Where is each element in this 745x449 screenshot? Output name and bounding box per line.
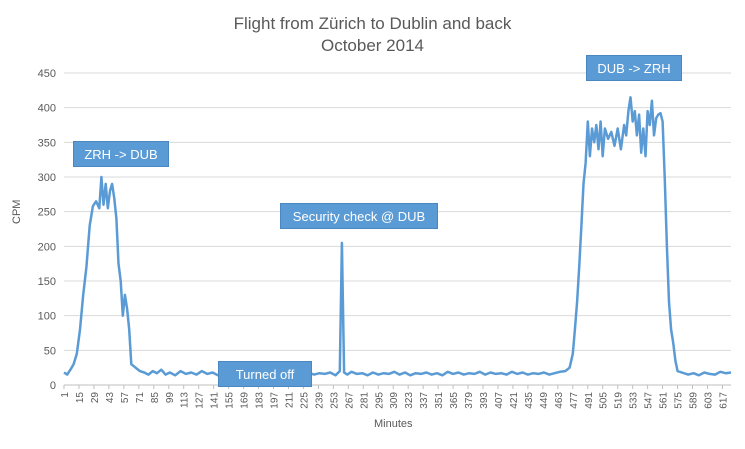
y-tick-label: 450 <box>38 68 56 80</box>
x-tick-label: 183 <box>255 392 266 409</box>
x-tick-label: 323 <box>404 392 415 409</box>
x-tick-label: 29 <box>90 392 101 404</box>
y-tick-label: 400 <box>38 103 56 115</box>
x-tick-label: 57 <box>120 392 131 404</box>
x-tick-label: 351 <box>434 392 445 409</box>
x-tick-label: 379 <box>464 392 475 409</box>
x-tick-label: 589 <box>689 392 700 409</box>
x-tick-label: 561 <box>659 392 670 409</box>
y-tick-label: 350 <box>38 137 56 149</box>
x-tick-label: 43 <box>105 392 116 404</box>
x-tick-label: 533 <box>629 392 640 409</box>
y-tick-label: 50 <box>44 345 56 357</box>
x-axis-title: Minutes <box>374 418 413 430</box>
x-tick-label: 197 <box>270 392 281 409</box>
x-tick-label: 225 <box>299 392 310 409</box>
x-tick-label: 407 <box>494 392 505 409</box>
series-line-0 <box>63 96 732 377</box>
y-axis-title: CPM <box>11 199 23 224</box>
x-tick-label: 603 <box>703 392 714 409</box>
y-tick-label: 200 <box>38 241 56 253</box>
chart-title-line-2: October 2014 <box>320 36 424 55</box>
x-tick-label: 449 <box>539 392 550 409</box>
annotation-dub-zrh: DUB -> ZRH <box>586 55 682 81</box>
x-tick-label: 253 <box>329 392 340 409</box>
x-tick-label: 267 <box>344 392 355 409</box>
y-tick-label: 250 <box>38 207 56 219</box>
x-tick-label: 365 <box>449 392 460 409</box>
x-tick-label: 141 <box>210 392 221 409</box>
x-tick-label: 281 <box>359 392 370 409</box>
x-tick-label: 127 <box>195 392 206 409</box>
annotation-security-check: Security check @ DUB <box>280 203 438 229</box>
x-tick-label: 435 <box>524 392 535 409</box>
x-tick-label: 477 <box>569 392 580 409</box>
chart-title-line-1: Flight from Zürich to Dublin and back <box>233 14 512 33</box>
x-tick-label: 421 <box>509 392 520 409</box>
y-tick-label: 150 <box>38 276 56 288</box>
x-tick-label: 169 <box>240 392 251 409</box>
x-tick-label: 519 <box>614 392 625 409</box>
x-tick-label: 393 <box>479 392 490 409</box>
x-tick-label: 239 <box>314 392 325 409</box>
y-tick-label: 0 <box>50 380 56 392</box>
x-tick-label: 15 <box>75 392 86 404</box>
x-tick-label: 155 <box>225 392 236 409</box>
x-tick-label: 547 <box>644 392 655 409</box>
x-tick-label: 1 <box>60 392 71 398</box>
x-tick-label: 211 <box>284 392 295 408</box>
x-tick-label: 617 <box>718 392 729 409</box>
x-tick-label: 71 <box>135 392 146 404</box>
x-tick-label: 85 <box>150 392 161 404</box>
x-tick-label: 463 <box>554 392 565 409</box>
y-tick-label: 300 <box>38 172 56 184</box>
x-tick-label: 99 <box>165 392 176 404</box>
annotation-turned-off: Turned off <box>218 361 312 387</box>
x-tick-label: 337 <box>419 392 430 409</box>
annotation-zrh-dub: ZRH -> DUB <box>73 141 169 167</box>
x-tick-label: 575 <box>674 392 685 409</box>
x-tick-label: 295 <box>374 392 385 409</box>
x-tick-label: 505 <box>599 392 610 409</box>
x-tick-label: 491 <box>584 392 595 409</box>
x-tick-label: 113 <box>180 392 191 408</box>
y-tick-label: 100 <box>38 311 56 323</box>
x-tick-label: 309 <box>389 392 400 409</box>
